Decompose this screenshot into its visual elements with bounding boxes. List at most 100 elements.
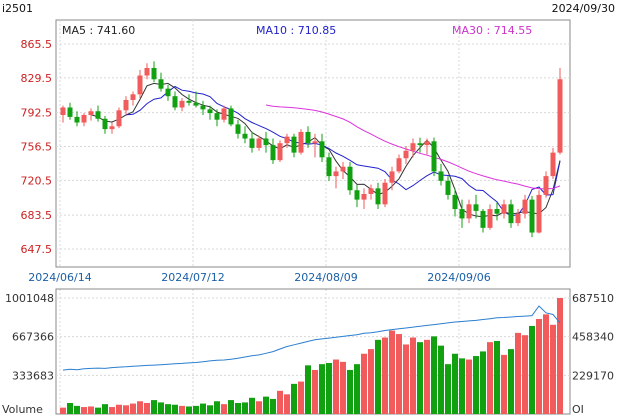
volume-bar <box>228 400 234 414</box>
candle-body <box>60 107 66 115</box>
oi-axis: 687510 458340 229170 <box>572 292 614 382</box>
volume-bar <box>130 403 136 414</box>
volume-bar <box>452 353 458 414</box>
candle-body <box>67 107 73 117</box>
oi-axis-title: OI <box>572 403 584 416</box>
candle-body <box>305 131 311 144</box>
candle-body <box>270 145 276 161</box>
candle-body <box>88 111 94 115</box>
candle-body <box>487 209 493 228</box>
candle-body <box>410 143 416 151</box>
volume-bar <box>214 401 220 414</box>
volume-bar <box>207 405 213 414</box>
oi-tick-label: 687510 <box>572 292 614 305</box>
date-tick-label: 2024/08/09 <box>294 271 357 284</box>
candle-body <box>494 209 500 214</box>
volume-bar <box>347 369 353 414</box>
date-tick-label: 2024/07/12 <box>161 271 224 284</box>
volume-bar <box>473 356 479 414</box>
price-tick-label: 647.5 <box>21 243 53 256</box>
volume-bar <box>354 364 360 414</box>
candle-body <box>333 171 339 177</box>
candle-body <box>389 171 395 183</box>
volume-bar <box>137 401 143 414</box>
volume-bar <box>438 345 444 414</box>
volume-bar <box>361 353 367 414</box>
volume-bar <box>263 396 269 414</box>
candle-body <box>445 180 451 195</box>
candle-body <box>522 199 528 214</box>
volume-axis-title: Volume <box>2 403 43 416</box>
ma30-legend: MA30 : 714.55 <box>452 24 532 37</box>
volume-bar <box>200 403 206 414</box>
volume-bar <box>480 351 486 414</box>
candle-body <box>459 209 465 219</box>
volume-bar <box>536 318 542 414</box>
volume-bar <box>186 406 192 414</box>
candle-body <box>95 111 101 119</box>
volume-bar <box>88 406 94 414</box>
candle-body <box>214 113 220 120</box>
candle-body <box>123 99 129 111</box>
candle-body <box>263 138 269 146</box>
volume-bar <box>543 314 549 414</box>
volume-tick-label: 1001048 <box>5 292 54 305</box>
volume-bar <box>375 339 381 414</box>
oi-tick-label: 229170 <box>572 369 614 382</box>
price-tick-label: 829.5 <box>21 72 53 85</box>
ma5-legend: MA5 : 741.60 <box>62 24 135 37</box>
volume-bar <box>81 407 87 414</box>
volume-bar <box>74 405 80 414</box>
volume-bar <box>382 337 388 414</box>
price-panel-frame <box>55 19 571 268</box>
volume-bar <box>487 342 493 414</box>
price-tick-label: 792.5 <box>21 107 53 120</box>
ma-line-ma10 <box>125 85 561 217</box>
candle-body <box>102 118 108 130</box>
volume-bar <box>389 330 395 414</box>
candle-body <box>473 204 479 211</box>
volume-bar <box>116 404 122 414</box>
candle-body <box>431 141 437 172</box>
candle-body <box>382 182 388 205</box>
volume-bar <box>291 383 297 414</box>
candle-body <box>508 204 514 224</box>
candle-body <box>312 141 318 144</box>
candle-body <box>186 100 192 103</box>
candle-body <box>179 100 185 108</box>
candle-body <box>424 141 430 146</box>
candle-body <box>550 152 556 177</box>
volume-bar <box>501 354 507 414</box>
volume-bar <box>158 402 164 414</box>
candle-body <box>221 108 227 120</box>
candle-body <box>298 131 304 153</box>
candle-body <box>354 190 360 200</box>
candle-body <box>193 102 199 106</box>
volume-bar <box>60 407 66 414</box>
oi-tick-label: 458340 <box>572 331 614 344</box>
volume-bar <box>256 401 262 414</box>
volume-bar <box>424 339 430 414</box>
volume-tick-label: 667366 <box>12 331 54 344</box>
candle-body <box>417 143 423 146</box>
volume-bar <box>515 332 521 414</box>
candle-body <box>375 188 381 205</box>
volume-bar <box>431 336 437 414</box>
volume-bar <box>277 390 283 414</box>
volume-bar <box>340 361 346 414</box>
volume-bar <box>333 359 339 414</box>
volume-bar <box>151 400 157 414</box>
volume-bar <box>326 363 332 414</box>
volume-axis: 1001048 667366 333683 <box>5 292 54 382</box>
candle-body <box>347 166 353 191</box>
date-tick-label: 2024/06/14 <box>28 271 91 284</box>
volume-bar <box>445 364 451 414</box>
volume-bar <box>172 404 178 414</box>
volume-bar <box>466 359 472 414</box>
volume-bar <box>396 334 402 414</box>
candle-body <box>109 126 115 130</box>
candle-body <box>228 108 234 125</box>
candle-body <box>529 199 535 233</box>
candle-body <box>438 171 444 181</box>
volume-bar <box>508 349 514 414</box>
